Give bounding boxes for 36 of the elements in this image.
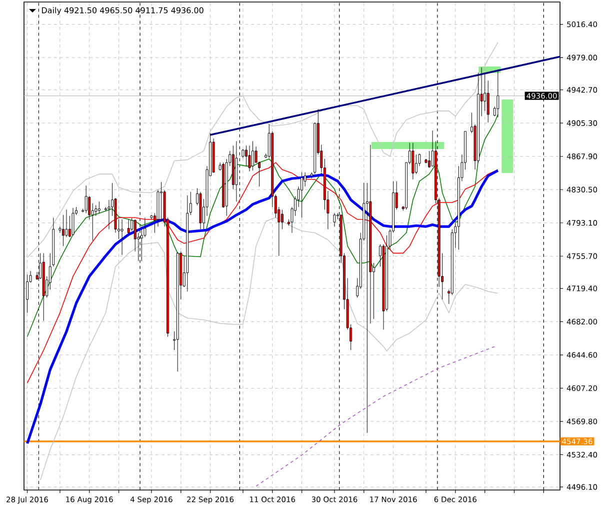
candlestick <box>496 69 500 118</box>
candlestick <box>222 162 225 208</box>
candlestick <box>245 145 248 166</box>
candlestick <box>428 150 431 168</box>
line-series <box>40 217 498 480</box>
candlestick <box>486 80 490 123</box>
candlestick <box>235 140 238 202</box>
candlestick <box>186 195 189 292</box>
candlestick <box>84 185 88 214</box>
candlestick <box>199 192 202 230</box>
candlestick <box>333 212 336 227</box>
candlestick <box>450 228 454 296</box>
candlestick <box>412 142 414 180</box>
candlestick <box>42 252 45 322</box>
candlestick <box>98 201 100 214</box>
candlestick <box>189 192 192 216</box>
candlestick <box>248 145 251 172</box>
candlestick <box>108 200 110 230</box>
line-series <box>256 346 496 487</box>
text: Daily 4921.50 4965.50 4911.75 4936.00 <box>42 7 204 15</box>
candlestick <box>62 214 64 246</box>
candlestick <box>26 274 28 314</box>
candlestick <box>304 172 306 187</box>
candlestick <box>65 209 68 238</box>
candlestick <box>150 214 153 220</box>
candlestick <box>457 166 460 250</box>
candlestick <box>94 204 98 216</box>
candlestick <box>366 182 368 434</box>
candlestick <box>252 140 254 171</box>
candlestick <box>127 219 130 235</box>
candlestick <box>160 182 162 222</box>
candlestick <box>382 244 385 330</box>
candlestick <box>72 208 74 236</box>
candlestick <box>300 172 304 218</box>
candlestick <box>144 217 146 238</box>
candlestick <box>120 219 124 256</box>
